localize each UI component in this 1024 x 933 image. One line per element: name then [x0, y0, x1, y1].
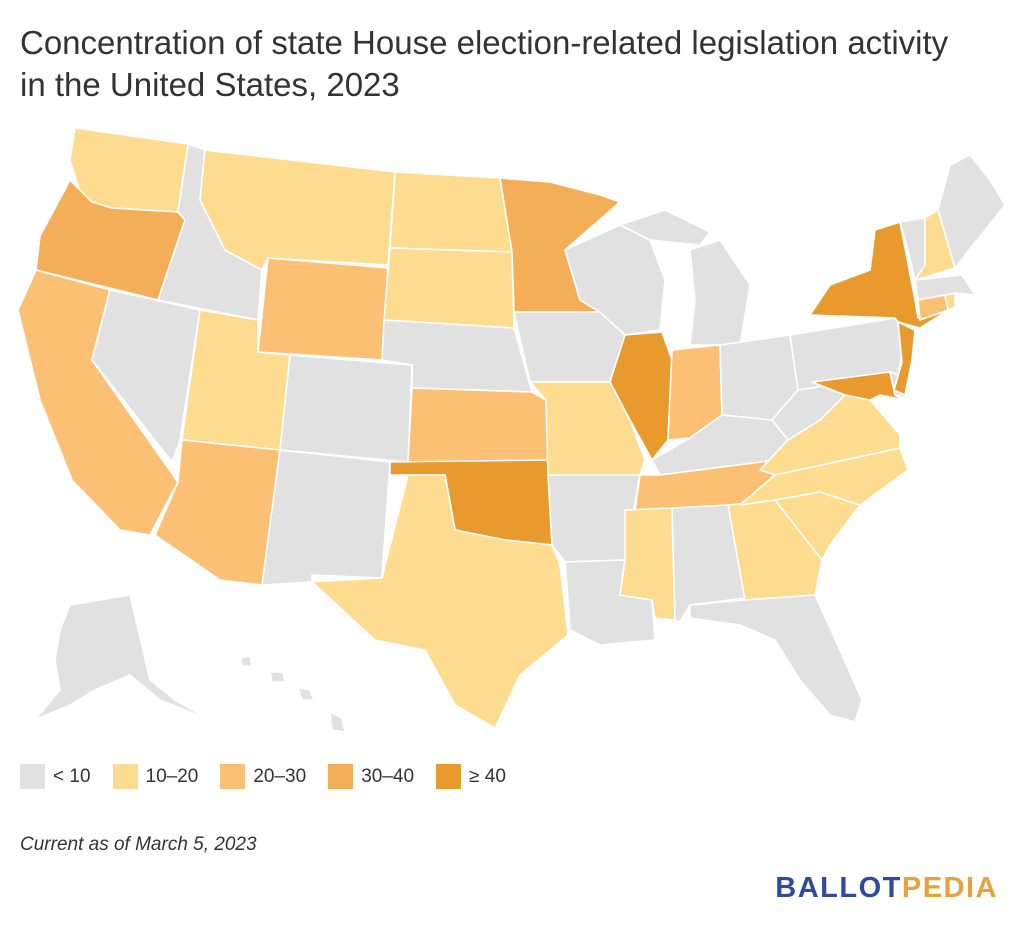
- state-KS[interactable]: [407, 387, 549, 463]
- us-map: [17, 127, 1006, 733]
- logo-part1: BALLOT: [775, 872, 902, 904]
- state-ND[interactable]: [389, 171, 513, 253]
- legend-swatch-4: [436, 764, 462, 789]
- legend-item-2: 20–30: [220, 764, 306, 789]
- state-ME[interactable]: [937, 154, 1006, 269]
- legend-label-0: < 10: [53, 765, 91, 787]
- state-CO[interactable]: [279, 354, 413, 463]
- state-NM[interactable]: [261, 449, 391, 586]
- state-TX[interactable]: [311, 474, 569, 729]
- legend-item-1: 10–20: [112, 764, 199, 789]
- legend-label-2: 20–30: [253, 765, 307, 787]
- legend-label-4: ≥ 40: [469, 765, 506, 787]
- state-WY[interactable]: [257, 257, 389, 361]
- state-HI-3[interactable]: [269, 671, 286, 683]
- legend-swatch-2: [220, 764, 246, 789]
- state-IA[interactable]: [513, 311, 626, 383]
- state-MI[interactable]: [689, 239, 751, 346]
- state-AZ[interactable]: [154, 439, 281, 586]
- logo-part2: PEDIA: [901, 872, 998, 904]
- state-HI-4[interactable]: [239, 655, 253, 667]
- ballotpedia-logo[interactable]: BALLOTPEDIA: [775, 872, 998, 905]
- legend-item-0: < 10: [20, 764, 91, 789]
- source-note: Current as of March 5, 2023: [20, 834, 257, 855]
- legend-label-3: 30–40: [361, 765, 415, 787]
- state-HI[interactable]: [329, 711, 346, 733]
- legend-item-4: ≥ 40: [436, 764, 506, 789]
- state-NV[interactable]: [91, 289, 201, 463]
- legend-item-3: 30–40: [328, 764, 414, 789]
- state-MA[interactable]: [914, 274, 976, 301]
- legend-swatch-1: [112, 764, 138, 789]
- state-HI-2[interactable]: [297, 687, 315, 701]
- state-NH[interactable]: [914, 209, 956, 281]
- chart-title: Concentration of state House election-re…: [20, 24, 949, 103]
- state-MT[interactable]: [199, 149, 396, 271]
- state-MI-UP[interactable]: [619, 209, 711, 246]
- legend-swatch-3: [328, 764, 354, 789]
- state-IL[interactable]: [609, 331, 673, 461]
- legend-swatch-0: [20, 764, 45, 789]
- legend-label-1: 10–20: [145, 765, 199, 787]
- state-AK[interactable]: [34, 594, 211, 721]
- state-SD[interactable]: [383, 247, 515, 329]
- state-NJ[interactable]: [893, 321, 916, 396]
- state-NY[interactable]: [809, 221, 946, 329]
- legend: < 10 10–20 20–30 30–40 ≥ 40: [20, 764, 528, 789]
- state-FL[interactable]: [689, 594, 863, 723]
